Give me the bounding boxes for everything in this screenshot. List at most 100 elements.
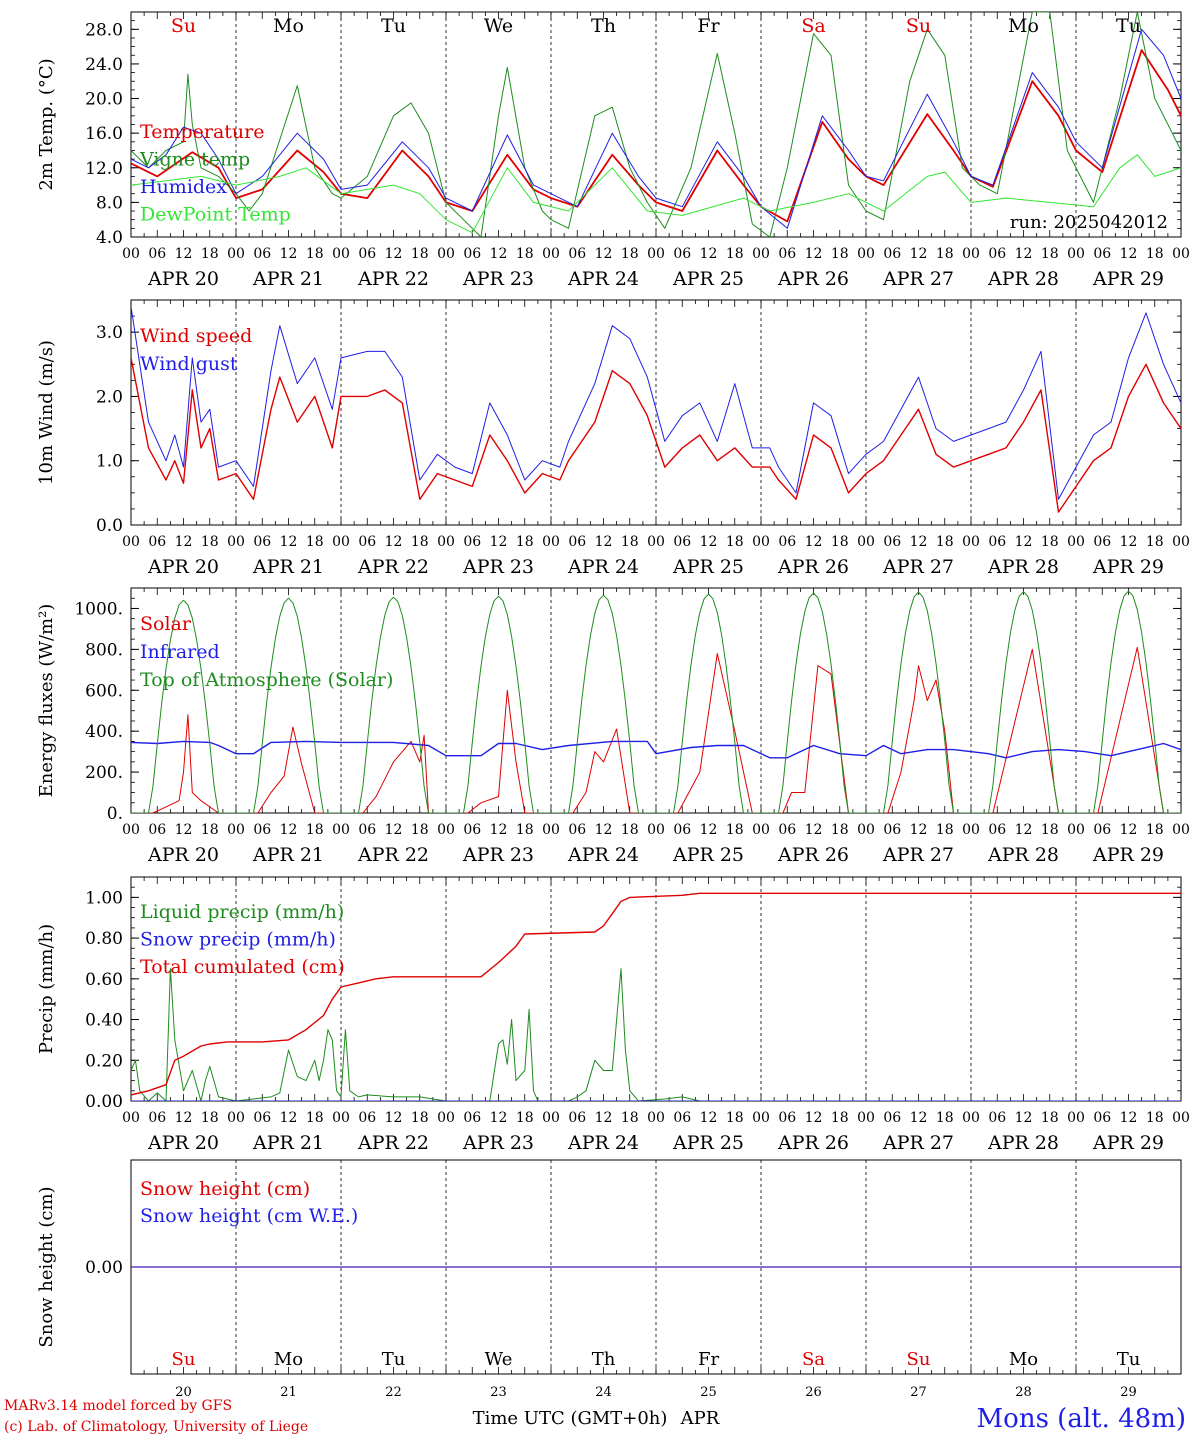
hour-tick-label: 06 bbox=[1093, 1110, 1111, 1126]
hour-tick-label: 12 bbox=[1120, 822, 1138, 838]
date-label: APR 26 bbox=[777, 556, 849, 578]
y-tick-label: 0.80 bbox=[85, 929, 123, 949]
legend-entry: Snow height (cm) bbox=[140, 1178, 310, 1200]
y-tick-label: 8.0 bbox=[96, 193, 123, 213]
hour-tick-label: 00 bbox=[437, 822, 455, 838]
hour-tick-label: 18 bbox=[411, 1110, 429, 1126]
date-label: APR 25 bbox=[672, 556, 744, 578]
y-tick-label: 24.0 bbox=[85, 55, 123, 75]
y-tick-label: 0.20 bbox=[85, 1051, 123, 1071]
series-line-wind-speed bbox=[131, 357, 1181, 513]
hour-tick-label: 00 bbox=[647, 246, 665, 262]
day-letter: Tu bbox=[1117, 1349, 1141, 1370]
y-tick-label: 3.0 bbox=[96, 323, 123, 343]
hour-tick-label: 00 bbox=[542, 1110, 560, 1126]
day-number: 27 bbox=[910, 1385, 927, 1400]
hour-tick-label: 00 bbox=[542, 822, 560, 838]
hour-tick-label: 00 bbox=[962, 1110, 980, 1126]
legend-entry: Infrared bbox=[140, 641, 220, 663]
date-label: APR 24 bbox=[567, 268, 639, 290]
day-letter: Mo bbox=[273, 15, 304, 37]
day-letter: Mo bbox=[1008, 15, 1039, 37]
hour-tick-label: 18 bbox=[1146, 1110, 1164, 1126]
hour-tick-label: 12 bbox=[1120, 534, 1138, 550]
day-letter: Tu bbox=[382, 1349, 406, 1370]
hour-tick-label: 00 bbox=[647, 822, 665, 838]
legend-entry: Top of Atmosphere (Solar) bbox=[140, 669, 393, 691]
hour-tick-label: 06 bbox=[568, 246, 586, 262]
hour-tick-label: 00 bbox=[1067, 246, 1085, 262]
hour-tick-label: 00 bbox=[332, 1110, 350, 1126]
hour-tick-label: 18 bbox=[1041, 246, 1059, 262]
legend-entry: Temperature bbox=[140, 121, 264, 143]
day-number: 24 bbox=[595, 1385, 612, 1400]
hour-tick-label: 18 bbox=[306, 1110, 324, 1126]
hour-tick-label: 06 bbox=[778, 1110, 796, 1126]
hour-tick-label: 06 bbox=[148, 822, 166, 838]
y-tick-label: 0.0 bbox=[96, 516, 123, 536]
hour-tick-label: 12 bbox=[1015, 534, 1033, 550]
hour-tick-label: 18 bbox=[306, 246, 324, 262]
day-letter: Mo bbox=[1009, 1349, 1038, 1370]
date-label: APR 21 bbox=[252, 556, 324, 578]
hour-tick-label: 06 bbox=[463, 1110, 481, 1126]
y-tick-label: 800. bbox=[85, 640, 123, 660]
date-label: APR 21 bbox=[252, 844, 324, 866]
panel-3 bbox=[130, 587, 1182, 814]
hour-tick-label: 06 bbox=[568, 534, 586, 550]
day-number: 29 bbox=[1120, 1385, 1137, 1400]
date-label: APR 28 bbox=[987, 844, 1059, 866]
footer-model-credit: MARv3.14 model forced by GFS bbox=[4, 1398, 233, 1414]
hour-tick-label: 06 bbox=[988, 822, 1006, 838]
hour-tick-label: 18 bbox=[831, 1110, 849, 1126]
hour-tick-label: 18 bbox=[306, 822, 324, 838]
y-tick-label: 16.0 bbox=[85, 124, 123, 144]
hour-tick-label: 12 bbox=[280, 534, 298, 550]
hour-tick-label: 18 bbox=[936, 1110, 954, 1126]
series-line-liquid-precip-mm-h bbox=[131, 968, 1181, 1101]
y-tick-label: 400. bbox=[85, 722, 123, 742]
hour-tick-label: 12 bbox=[385, 534, 403, 550]
y-tick-label: 0.00 bbox=[85, 1258, 123, 1278]
date-label: APR 29 bbox=[1092, 268, 1164, 290]
footer-lab-credit: (c) Lab. of Climatology, University of L… bbox=[4, 1419, 309, 1435]
hour-tick-label: 06 bbox=[1093, 822, 1111, 838]
y-tick-label: 28.0 bbox=[85, 20, 123, 40]
hour-tick-label: 18 bbox=[936, 822, 954, 838]
day-letter: Su bbox=[171, 15, 196, 37]
date-label: APR 27 bbox=[882, 556, 954, 578]
hour-tick-label: 12 bbox=[700, 1110, 718, 1126]
date-label: APR 23 bbox=[462, 268, 534, 290]
hour-tick-label: 06 bbox=[358, 1110, 376, 1126]
day-number: 26 bbox=[805, 1385, 822, 1400]
date-label: APR 26 bbox=[777, 268, 849, 290]
legend-entry: Humidex bbox=[140, 176, 227, 198]
hour-tick-label: 12 bbox=[1015, 822, 1033, 838]
hour-tick-label: 18 bbox=[1146, 822, 1164, 838]
hour-tick-label: 12 bbox=[805, 1110, 823, 1126]
hour-tick-label: 00 bbox=[647, 1110, 665, 1126]
hour-tick-label: 18 bbox=[411, 534, 429, 550]
date-label: APR 23 bbox=[462, 1132, 534, 1154]
day-number: 23 bbox=[490, 1385, 507, 1400]
panel-5 bbox=[130, 1159, 1182, 1375]
date-label: APR 22 bbox=[357, 556, 429, 578]
hour-tick-label: 06 bbox=[463, 534, 481, 550]
day-number: 20 bbox=[175, 1385, 192, 1400]
hour-tick-label: 12 bbox=[1120, 246, 1138, 262]
hour-tick-label: 18 bbox=[516, 246, 534, 262]
hour-tick-label: 00 bbox=[437, 246, 455, 262]
y-axis-label: Snow height (cm) bbox=[36, 1186, 57, 1347]
hour-tick-label: 06 bbox=[988, 246, 1006, 262]
hour-tick-label: 18 bbox=[621, 822, 639, 838]
legend-entry: Solar bbox=[140, 613, 192, 635]
hour-tick-label: 06 bbox=[988, 534, 1006, 550]
y-tick-label: 1.00 bbox=[85, 888, 123, 908]
hour-tick-label: 12 bbox=[1015, 1110, 1033, 1126]
series-line-solar bbox=[131, 646, 1181, 813]
y-axis-label: Precip (mm/h) bbox=[36, 924, 57, 1054]
y-tick-label: 4.0 bbox=[96, 228, 123, 248]
date-label: APR 22 bbox=[357, 844, 429, 866]
y-tick-label: 2.0 bbox=[96, 387, 123, 407]
